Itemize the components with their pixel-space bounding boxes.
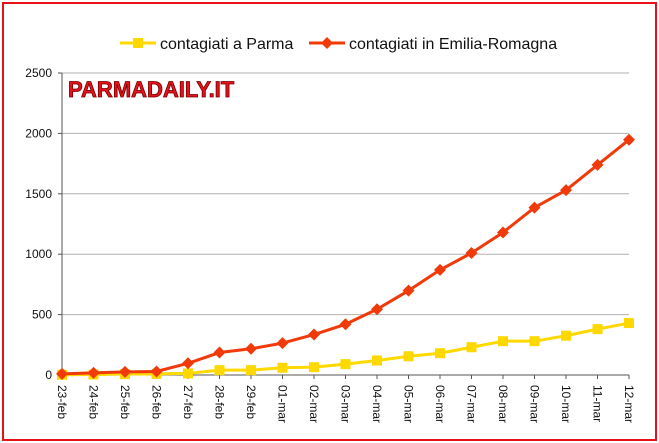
x-tick-label: 11-mar <box>591 385 605 422</box>
data-point <box>498 336 508 347</box>
watermark-logo: PARMADAILY.IT <box>68 77 235 102</box>
x-tick-label: 10-mar <box>559 385 573 423</box>
y-tick-label: 2500 <box>25 66 52 80</box>
series-group <box>56 133 635 380</box>
data-point <box>119 365 131 378</box>
x-tick-label: 29-feb <box>244 385 258 419</box>
data-point <box>497 226 509 239</box>
x-tick-label: 12-mar <box>622 385 636 423</box>
data-point <box>560 184 572 197</box>
data-point <box>434 263 446 276</box>
x-tick-label: 06-mar <box>433 385 447 423</box>
x-tick-label: 27-feb <box>181 385 195 419</box>
data-point <box>529 336 540 347</box>
y-tick-label: 2000 <box>25 126 52 140</box>
data-point <box>372 355 382 366</box>
data-point <box>624 318 634 329</box>
legend-marker <box>321 37 333 49</box>
x-tick-label: 07-mar <box>465 385 479 423</box>
data-point <box>277 362 288 373</box>
x-tick-label: 09-mar <box>528 385 542 423</box>
data-point <box>276 337 289 350</box>
data-point <box>466 342 477 353</box>
grid <box>58 72 629 376</box>
legend-item: contagiati a Parma <box>120 36 294 53</box>
data-point <box>214 365 225 376</box>
data-point <box>402 284 415 297</box>
data-point <box>56 367 68 380</box>
series-emilia-romagna <box>56 133 635 380</box>
data-point <box>245 342 257 355</box>
data-point <box>340 359 351 370</box>
data-point <box>591 158 604 171</box>
y-tick-label: 0 <box>45 368 52 382</box>
x-tick-label: 08-mar <box>496 385 510 423</box>
x-tick-label: 04-mar <box>370 385 384 423</box>
x-tick-label: 24-feb <box>87 385 101 419</box>
legend-label: contagiati a Parma <box>160 36 294 53</box>
legend: contagiati a Parma contagiati in Emilia-R… <box>120 36 557 53</box>
y-tick-label: 1500 <box>25 187 52 201</box>
data-point <box>528 201 541 214</box>
data-point <box>371 303 383 316</box>
data-point <box>465 246 478 259</box>
data-point <box>150 365 163 378</box>
data-point <box>623 133 635 146</box>
data-point <box>403 351 414 362</box>
legend-marker <box>133 38 143 48</box>
data-point <box>308 328 320 341</box>
data-point <box>339 318 352 331</box>
x-tick-label: 02-mar <box>307 385 321 423</box>
y-tick-label: 1000 <box>25 247 52 261</box>
legend-label: contagiati in Emilia-Romagna <box>349 36 557 53</box>
data-point <box>183 368 193 379</box>
x-tick-label: 03-mar <box>339 385 353 423</box>
x-tick-labels: 23-feb 24-feb 25-feb 26-feb 27-feb 28-feb 29-f… <box>55 385 636 423</box>
axes <box>61 73 630 379</box>
x-tick-label: 05-mar <box>402 385 416 423</box>
data-point <box>182 357 194 370</box>
data-point <box>87 366 100 379</box>
data-point <box>592 324 603 335</box>
data-point <box>309 362 319 373</box>
legend-item: contagiati in Emilia-Romagna <box>309 36 557 53</box>
x-tick-label: 23-feb <box>55 385 69 419</box>
data-point <box>435 348 445 359</box>
y-tick-labels: 0 500 1000 1500 2000 2500 <box>25 66 52 382</box>
y-tick-label: 500 <box>32 308 52 322</box>
x-tick-label: 01-mar <box>276 385 290 423</box>
data-point <box>246 365 256 376</box>
x-tick-label: 26-feb <box>150 385 164 419</box>
x-tick-label: 25-feb <box>118 385 132 419</box>
data-point <box>561 330 571 341</box>
x-tick-label: 28-feb <box>213 385 227 419</box>
data-point <box>213 346 226 359</box>
